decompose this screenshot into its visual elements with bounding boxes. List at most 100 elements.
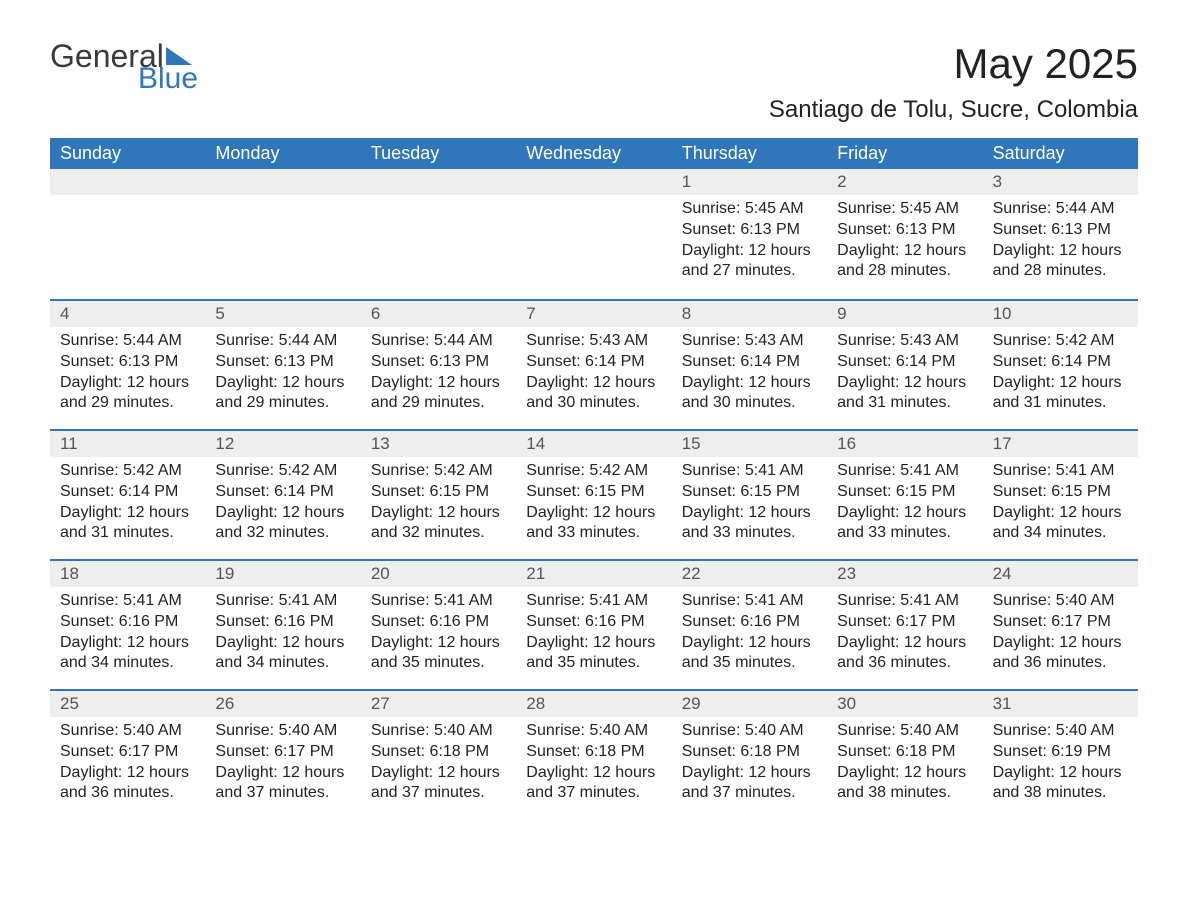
calendar-day-cell: 27Sunrise: 5:40 AMSunset: 6:18 PMDayligh… xyxy=(361,689,516,819)
daylight-line: Daylight: 12 hours and 29 minutes. xyxy=(371,373,506,415)
daylight-line: Daylight: 12 hours and 34 minutes. xyxy=(215,633,350,675)
sunrise-line: Sunrise: 5:42 AM xyxy=(993,331,1128,352)
day-content: Sunrise: 5:42 AMSunset: 6:15 PMDaylight:… xyxy=(361,457,516,544)
day-number: 21 xyxy=(516,559,671,587)
day-content: Sunrise: 5:41 AMSunset: 6:17 PMDaylight:… xyxy=(827,587,982,674)
sunset-line: Sunset: 6:14 PM xyxy=(837,352,972,373)
calendar-day-cell: 29Sunrise: 5:40 AMSunset: 6:18 PMDayligh… xyxy=(672,689,827,819)
calendar-day-cell: 20Sunrise: 5:41 AMSunset: 6:16 PMDayligh… xyxy=(361,559,516,689)
calendar-header-cell: Friday xyxy=(827,138,982,169)
day-content: Sunrise: 5:40 AMSunset: 6:17 PMDaylight:… xyxy=(983,587,1138,674)
daylight-line: Daylight: 12 hours and 27 minutes. xyxy=(682,241,817,283)
day-number: 2 xyxy=(827,169,982,195)
day-content: Sunrise: 5:43 AMSunset: 6:14 PMDaylight:… xyxy=(516,327,671,414)
calendar-day-cell: 15Sunrise: 5:41 AMSunset: 6:15 PMDayligh… xyxy=(672,429,827,559)
day-content: Sunrise: 5:41 AMSunset: 6:15 PMDaylight:… xyxy=(827,457,982,544)
calendar-day-cell: 1Sunrise: 5:45 AMSunset: 6:13 PMDaylight… xyxy=(672,169,827,299)
calendar-day-cell: 26Sunrise: 5:40 AMSunset: 6:17 PMDayligh… xyxy=(205,689,360,819)
day-number: 20 xyxy=(361,559,516,587)
daylight-line: Daylight: 12 hours and 37 minutes. xyxy=(526,763,661,805)
day-number: 14 xyxy=(516,429,671,457)
day-number: 11 xyxy=(50,429,205,457)
day-content: Sunrise: 5:45 AMSunset: 6:13 PMDaylight:… xyxy=(827,195,982,282)
sunset-line: Sunset: 6:14 PM xyxy=(526,352,661,373)
day-number: 4 xyxy=(50,299,205,327)
day-number: 30 xyxy=(827,689,982,717)
day-content: Sunrise: 5:40 AMSunset: 6:18 PMDaylight:… xyxy=(516,717,671,804)
calendar-header-cell: Saturday xyxy=(983,138,1138,169)
sunrise-line: Sunrise: 5:42 AM xyxy=(526,461,661,482)
sunrise-line: Sunrise: 5:41 AM xyxy=(837,461,972,482)
calendar-header-cell: Wednesday xyxy=(516,138,671,169)
day-content: Sunrise: 5:40 AMSunset: 6:18 PMDaylight:… xyxy=(361,717,516,804)
day-number: 28 xyxy=(516,689,671,717)
sunset-line: Sunset: 6:16 PM xyxy=(526,612,661,633)
sunset-line: Sunset: 6:13 PM xyxy=(837,220,972,241)
sunrise-line: Sunrise: 5:43 AM xyxy=(526,331,661,352)
daylight-line: Daylight: 12 hours and 36 minutes. xyxy=(60,763,195,805)
day-number: 22 xyxy=(672,559,827,587)
day-number: 1 xyxy=(672,169,827,195)
page-subtitle: Santiago de Tolu, Sucre, Colombia xyxy=(769,96,1138,124)
sunset-line: Sunset: 6:16 PM xyxy=(215,612,350,633)
daylight-line: Daylight: 12 hours and 38 minutes. xyxy=(837,763,972,805)
sunrise-line: Sunrise: 5:40 AM xyxy=(993,721,1128,742)
day-content: Sunrise: 5:41 AMSunset: 6:16 PMDaylight:… xyxy=(516,587,671,674)
sunrise-line: Sunrise: 5:44 AM xyxy=(371,331,506,352)
sunrise-line: Sunrise: 5:41 AM xyxy=(215,591,350,612)
day-number: 5 xyxy=(205,299,360,327)
daylight-line: Daylight: 12 hours and 32 minutes. xyxy=(215,503,350,545)
sunrise-line: Sunrise: 5:40 AM xyxy=(526,721,661,742)
calendar-day-cell: 12Sunrise: 5:42 AMSunset: 6:14 PMDayligh… xyxy=(205,429,360,559)
day-content: Sunrise: 5:40 AMSunset: 6:18 PMDaylight:… xyxy=(672,717,827,804)
daynum-bar-empty xyxy=(50,169,205,195)
day-content: Sunrise: 5:41 AMSunset: 6:16 PMDaylight:… xyxy=(205,587,360,674)
daynum-bar-empty xyxy=(205,169,360,195)
daylight-line: Daylight: 12 hours and 36 minutes. xyxy=(993,633,1128,675)
sunrise-line: Sunrise: 5:41 AM xyxy=(837,591,972,612)
day-content: Sunrise: 5:42 AMSunset: 6:14 PMDaylight:… xyxy=(983,327,1138,414)
day-number: 9 xyxy=(827,299,982,327)
daynum-bar-empty xyxy=(516,169,671,195)
calendar-day-cell: 18Sunrise: 5:41 AMSunset: 6:16 PMDayligh… xyxy=(50,559,205,689)
day-number: 16 xyxy=(827,429,982,457)
sunset-line: Sunset: 6:18 PM xyxy=(837,742,972,763)
sunset-line: Sunset: 6:17 PM xyxy=(993,612,1128,633)
calendar-day-cell: 4Sunrise: 5:44 AMSunset: 6:13 PMDaylight… xyxy=(50,299,205,429)
calendar-day-cell: 11Sunrise: 5:42 AMSunset: 6:14 PMDayligh… xyxy=(50,429,205,559)
logo: General Blue xyxy=(50,40,198,94)
calendar-day-cell: 21Sunrise: 5:41 AMSunset: 6:16 PMDayligh… xyxy=(516,559,671,689)
logo-text-blue: Blue xyxy=(138,64,198,94)
sunrise-line: Sunrise: 5:44 AM xyxy=(60,331,195,352)
daylight-line: Daylight: 12 hours and 29 minutes. xyxy=(60,373,195,415)
calendar-day-cell: 5Sunrise: 5:44 AMSunset: 6:13 PMDaylight… xyxy=(205,299,360,429)
sunset-line: Sunset: 6:13 PM xyxy=(993,220,1128,241)
sunrise-line: Sunrise: 5:41 AM xyxy=(60,591,195,612)
day-number: 6 xyxy=(361,299,516,327)
calendar-day-cell: 7Sunrise: 5:43 AMSunset: 6:14 PMDaylight… xyxy=(516,299,671,429)
sunrise-line: Sunrise: 5:44 AM xyxy=(215,331,350,352)
calendar-day-cell: 28Sunrise: 5:40 AMSunset: 6:18 PMDayligh… xyxy=(516,689,671,819)
sunset-line: Sunset: 6:15 PM xyxy=(526,482,661,503)
title-block: May 2025 Santiago de Tolu, Sucre, Colomb… xyxy=(769,40,1138,124)
daylight-line: Daylight: 12 hours and 34 minutes. xyxy=(993,503,1128,545)
day-number: 18 xyxy=(50,559,205,587)
sunset-line: Sunset: 6:13 PM xyxy=(215,352,350,373)
daylight-line: Daylight: 12 hours and 31 minutes. xyxy=(837,373,972,415)
sunrise-line: Sunrise: 5:44 AM xyxy=(993,199,1128,220)
sunrise-line: Sunrise: 5:43 AM xyxy=(837,331,972,352)
sunset-line: Sunset: 6:13 PM xyxy=(682,220,817,241)
calendar-body: 1Sunrise: 5:45 AMSunset: 6:13 PMDaylight… xyxy=(50,169,1138,819)
day-number: 25 xyxy=(50,689,205,717)
sunset-line: Sunset: 6:17 PM xyxy=(215,742,350,763)
calendar-day-cell: 13Sunrise: 5:42 AMSunset: 6:15 PMDayligh… xyxy=(361,429,516,559)
day-content: Sunrise: 5:42 AMSunset: 6:14 PMDaylight:… xyxy=(205,457,360,544)
day-content: Sunrise: 5:44 AMSunset: 6:13 PMDaylight:… xyxy=(361,327,516,414)
day-number: 23 xyxy=(827,559,982,587)
day-content: Sunrise: 5:41 AMSunset: 6:16 PMDaylight:… xyxy=(672,587,827,674)
day-number: 8 xyxy=(672,299,827,327)
day-content: Sunrise: 5:40 AMSunset: 6:17 PMDaylight:… xyxy=(50,717,205,804)
calendar-day-cell: 31Sunrise: 5:40 AMSunset: 6:19 PMDayligh… xyxy=(983,689,1138,819)
calendar-day-cell: 2Sunrise: 5:45 AMSunset: 6:13 PMDaylight… xyxy=(827,169,982,299)
calendar-day-cell: 24Sunrise: 5:40 AMSunset: 6:17 PMDayligh… xyxy=(983,559,1138,689)
